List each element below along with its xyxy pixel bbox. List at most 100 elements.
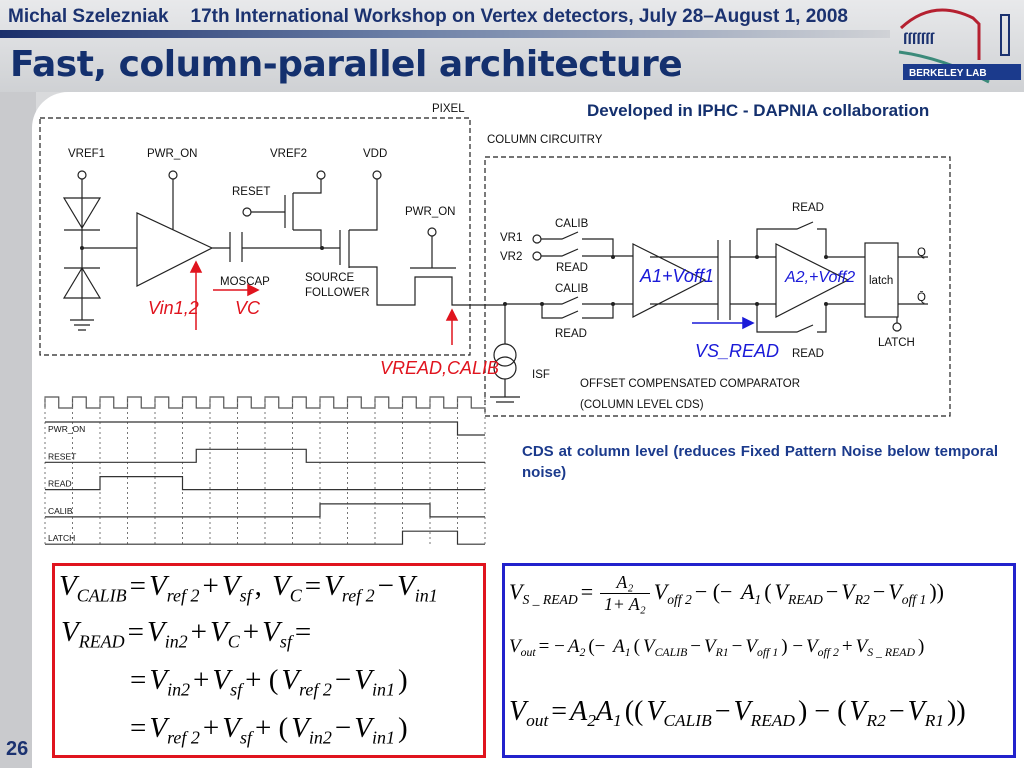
operator: −	[825, 578, 839, 604]
isf-label: ISF	[532, 369, 550, 381]
calib-label-2: CALIB	[555, 283, 589, 295]
slide-header	[0, 0, 1024, 92]
feedback-switches	[756, 221, 865, 333]
variable: Vin1	[354, 664, 395, 700]
equation: VCALIB = Vref 2 + Vsf, VC = Vref 2− Vin1	[59, 570, 438, 606]
operator: (−	[588, 636, 611, 657]
variable: VCALIB	[642, 636, 688, 660]
variable: Vref 2	[324, 570, 375, 606]
operator: −	[334, 712, 352, 744]
variable: VS _ READ	[509, 578, 578, 607]
operator: −	[872, 578, 886, 604]
qbar-label: Q̄	[917, 291, 926, 304]
source-follower-label: SOURCE	[305, 272, 355, 284]
signal-label: RESET	[48, 451, 76, 461]
operator: −	[334, 664, 352, 696]
operator: +	[202, 570, 219, 602]
operator: =	[130, 712, 147, 744]
comparator-label: OFFSET COMPENSATED COMPARATOR	[580, 378, 800, 390]
operator: ) −	[781, 636, 804, 657]
operator: ) − (	[797, 696, 847, 727]
pwr-on-label: PWR_ON	[147, 148, 197, 160]
vc-annotation: VC	[235, 298, 261, 318]
variable: A1	[740, 578, 762, 607]
comparator-equations-box: VS _ READ = A₂ 1+ A₂ Voff 2− (− A1(VREAD − VR2…	[502, 563, 1016, 758]
fraction: A₂ 1+ A₂	[600, 572, 650, 615]
input-switches	[505, 231, 633, 319]
signal-pwr-on	[45, 421, 485, 436]
variable: VREAD	[774, 578, 823, 607]
variable: Vsf	[221, 570, 252, 606]
operator: = −	[538, 636, 565, 657]
vsread-annotation: VS_READ	[695, 341, 779, 361]
header-byline: Michal Szelezniak 17th International Work…	[8, 6, 870, 28]
variable: VC	[210, 616, 240, 652]
equation: VS _ READ = A₂ 1+ A₂ Voff 2− (− A1(VREAD − VR2…	[509, 572, 947, 615]
pwr-on-label-2: PWR_ON	[405, 206, 455, 218]
variable: Vin1	[397, 570, 438, 606]
variable: Voff 1	[888, 578, 927, 607]
reset-transistor	[251, 179, 322, 248]
variable: Voff 2	[653, 578, 692, 607]
equation: Vout = A2A1((VCALIB − VREAD) − (VR2− VR1))	[509, 696, 969, 731]
variable: Voff 1	[745, 636, 779, 660]
variable: Vin2	[146, 616, 188, 652]
vref2-label: VREF2	[270, 148, 307, 160]
variable: Vref 2	[149, 712, 200, 748]
read-bottom-label: READ	[792, 348, 824, 360]
operator: =	[294, 616, 312, 648]
variable: Vin1	[354, 712, 395, 748]
variable: A2	[570, 696, 596, 731]
pixel-equations-box: VCALIB = Vref 2 + Vsf, VC = Vref 2− Vin1 VREAD = V…	[52, 563, 486, 758]
equation: VREAD = Vin2 + VC + Vsf =	[61, 616, 314, 652]
vr2-label: VR2	[500, 251, 522, 263]
signal-reset	[45, 448, 485, 463]
operator: =	[580, 578, 594, 604]
timing-diagram: PWR_ON RESET READ CALIB LATCH	[44, 396, 486, 546]
vread-calib-annotation: VREAD,CALIB	[380, 358, 499, 378]
operator: +	[242, 616, 260, 648]
collaboration-note: Developed in IPHC - DAPNIA collaboration	[587, 101, 930, 120]
variable: VR1	[703, 636, 729, 660]
read-label-2: READ	[555, 328, 587, 340]
source-follower	[339, 179, 505, 306]
logo-text: BERKELEY LAB	[909, 68, 987, 79]
variable: Vsf	[262, 616, 292, 652]
variable: Vref 2	[149, 570, 200, 606]
variable: Vin2	[149, 664, 191, 700]
variable: Vsf	[222, 712, 252, 748]
variable: Vout	[509, 636, 536, 660]
svg-text:ſſſſſſſ: ſſſſſſſ	[903, 31, 935, 48]
operator: + (	[245, 664, 279, 696]
signal-label: LATCH	[48, 533, 75, 543]
variable: VS _ READ	[855, 636, 915, 660]
comparator-sublabel: (COLUMN LEVEL CDS)	[580, 399, 704, 411]
column-box	[484, 156, 951, 417]
operator: −	[714, 696, 731, 727]
moscap-label: MOSCAP	[220, 276, 270, 288]
operator: )	[917, 636, 925, 657]
vsread-arrow	[692, 316, 755, 330]
operator: −	[731, 636, 743, 657]
variable: VCALIB	[646, 696, 712, 731]
variable: VR2	[849, 696, 886, 731]
header-band	[0, 30, 890, 38]
equation: = Vref 2 + Vsf + (Vin2− Vin1)	[127, 712, 411, 748]
author-name: Michal Szelezniak	[8, 6, 169, 27]
slide-title: Fast, column-parallel architecture	[10, 44, 683, 85]
operator: (	[764, 578, 772, 604]
amplifier-and-moscap	[82, 179, 340, 287]
operator: (	[633, 636, 640, 657]
operator: =	[304, 570, 322, 602]
signal-latch	[45, 530, 485, 545]
reset-label: RESET	[232, 186, 270, 198]
variable: Vout	[509, 696, 549, 731]
operator: ,	[254, 570, 270, 602]
column-label: COLUMN CIRCUITRY	[487, 134, 603, 146]
variable: Vref 2	[281, 664, 332, 700]
vref1-label: VREF1	[68, 148, 105, 160]
signal-label: READ	[48, 479, 72, 489]
variable: VREAD	[61, 616, 125, 652]
latch-block-label: latch	[869, 275, 893, 287]
variable: VR1	[907, 696, 945, 731]
